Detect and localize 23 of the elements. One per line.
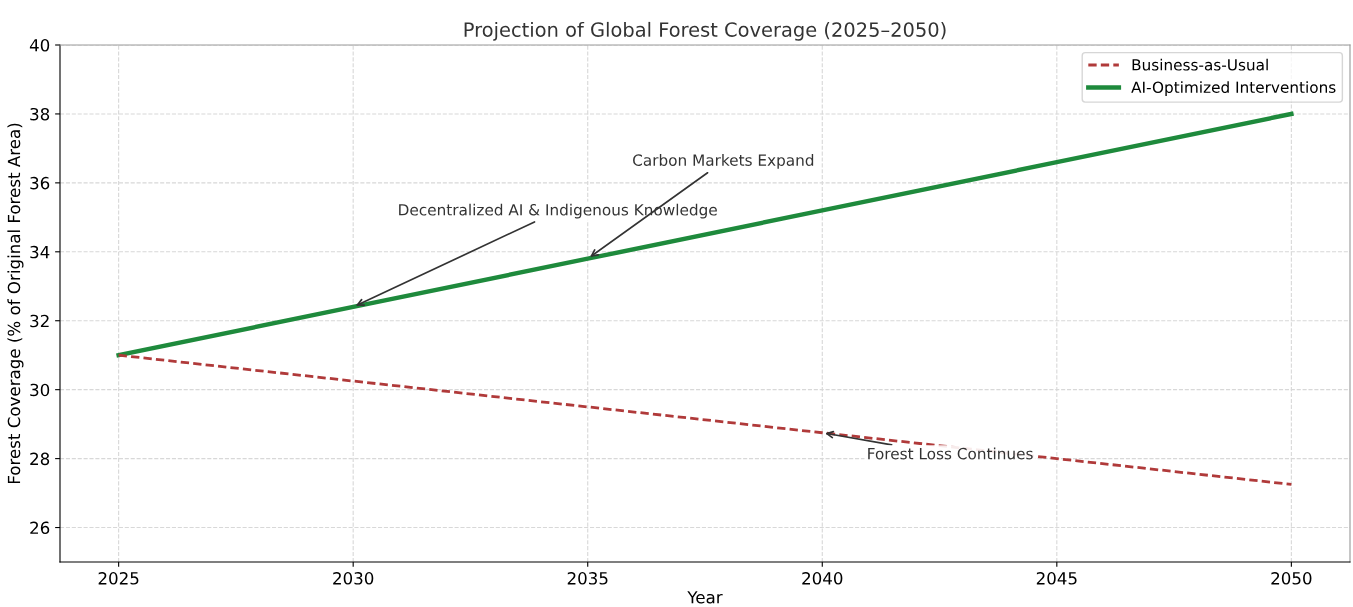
y-tick-label: 36 — [30, 176, 50, 190]
x-tick-label: 2050 — [1271, 572, 1312, 585]
x-tick-label: 2040 — [802, 572, 843, 585]
annotation: Carbon Markets Expand — [633, 154, 814, 169]
x-axis-title: Year — [687, 591, 723, 604]
x-tick-label: 2035 — [567, 572, 608, 585]
annotation: Forest Loss Continues — [868, 447, 1033, 460]
y-axis-title: Forest Coverage (% of Original Forest Area) — [7, 123, 24, 484]
x-tick-label: 2030 — [333, 572, 374, 585]
x-tick-label: 2025 — [98, 572, 139, 585]
line-series — [116, 111, 1294, 358]
y-tick-label: 34 — [30, 245, 50, 259]
line-series — [117, 353, 1293, 486]
y-tick-label: 32 — [30, 314, 49, 328]
y-tick-label: 38 — [30, 107, 50, 121]
legend-label: AI-Optimized Interventions — [1131, 81, 1336, 96]
legend-label: Business-as-Usual — [1132, 58, 1268, 71]
y-tick-label: 26 — [30, 521, 50, 535]
x-tick-label: 2045 — [1036, 572, 1077, 585]
chart-title: Projection of Global Forest Coverage (2025–2050) — [464, 21, 946, 41]
y-tick-label: 28 — [30, 452, 50, 466]
y-tick-label: 40 — [29, 38, 50, 52]
y-tick-label: 30 — [30, 383, 50, 397]
